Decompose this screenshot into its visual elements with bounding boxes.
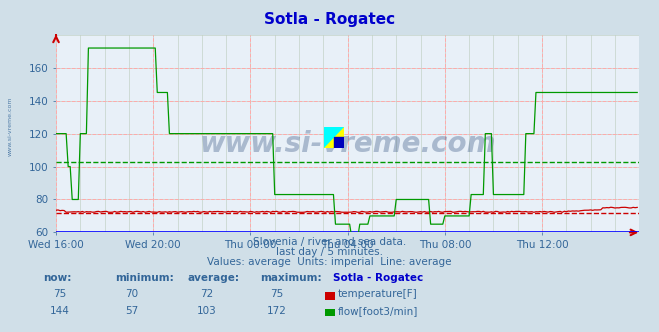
Text: www.si-vreme.com: www.si-vreme.com [200, 129, 496, 157]
Text: Slovenia / river and sea data.: Slovenia / river and sea data. [253, 237, 406, 247]
Polygon shape [324, 127, 344, 148]
Text: maximum:: maximum: [260, 273, 322, 283]
Text: now:: now: [43, 273, 71, 283]
Text: 72: 72 [200, 289, 213, 299]
Bar [334, 137, 344, 148]
Text: flow[foot3/min]: flow[foot3/min] [338, 306, 418, 316]
Text: 70: 70 [125, 289, 138, 299]
Text: Sotla - Rogatec: Sotla - Rogatec [333, 273, 423, 283]
Text: 103: 103 [196, 306, 216, 316]
Text: 172: 172 [267, 306, 287, 316]
Text: www.si-vreme.com: www.si-vreme.com [8, 96, 13, 156]
Text: last day / 5 minutes.: last day / 5 minutes. [276, 247, 383, 257]
Text: 144: 144 [49, 306, 69, 316]
Polygon shape [324, 127, 344, 148]
Text: average:: average: [188, 273, 240, 283]
Text: 75: 75 [270, 289, 283, 299]
Text: temperature[F]: temperature[F] [338, 289, 418, 299]
Text: 75: 75 [53, 289, 66, 299]
Text: Sotla - Rogatec: Sotla - Rogatec [264, 12, 395, 27]
Text: 57: 57 [125, 306, 138, 316]
Text: minimum:: minimum: [115, 273, 174, 283]
Text: Values: average  Units: imperial  Line: average: Values: average Units: imperial Line: av… [207, 257, 452, 267]
